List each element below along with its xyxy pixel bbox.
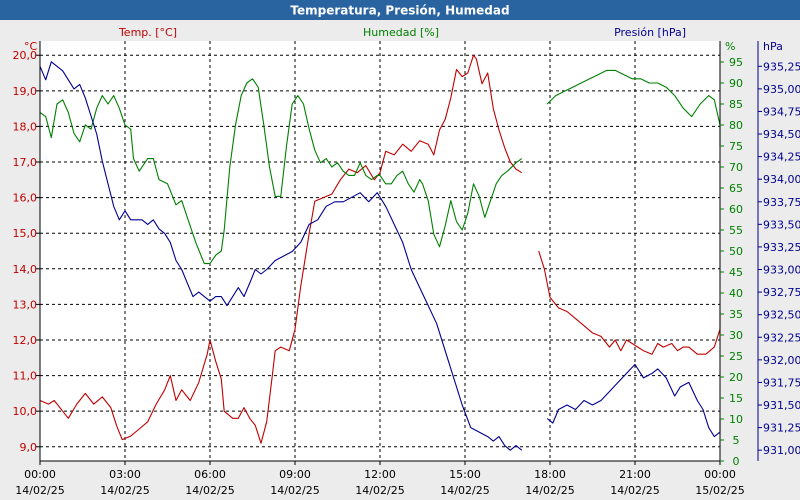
- temp-tick-label: 18,0: [13, 120, 38, 133]
- pres-tick-label: 934,00: [763, 173, 800, 186]
- pres-series-line: [546, 363, 721, 438]
- pres-tick-label: 935,00: [763, 83, 800, 96]
- ticks-layer: 00:00 14/02/25 03:00 14/02/25 06:00 14/02/25 0…: [13, 49, 800, 497]
- hum-tick-label: 75: [729, 140, 743, 153]
- x-tick-time-label: 03:00: [109, 468, 141, 481]
- x-tick-date-label: 14/02/25: [610, 484, 659, 497]
- hum-tick-label: 90: [729, 77, 743, 90]
- x-tick-time-label: 06:00: [194, 468, 226, 481]
- pres-tick-label: 934,25: [763, 151, 800, 164]
- hum-tick-label: 85: [729, 98, 743, 111]
- pres-unit-label: hPa: [763, 40, 783, 53]
- pres-tick-label: 934,75: [763, 105, 800, 118]
- grid-layer: [40, 41, 720, 461]
- temp-tick-label: 14,0: [13, 263, 38, 276]
- hum-tick-label: 95: [729, 56, 743, 69]
- pres-tick-label: 935,25: [763, 60, 800, 73]
- hum-tick-label: 10: [729, 413, 743, 426]
- temp-tick-label: 17,0: [13, 156, 38, 169]
- pres-tick-label: 931,50: [763, 399, 800, 412]
- hum-series-line: [39, 78, 523, 265]
- hum-unit-label: %: [725, 40, 735, 53]
- hum-axis-title: Humedad [%]: [363, 26, 439, 39]
- x-tick-time-label: 00:00: [24, 468, 56, 481]
- temp-tick-label: 10,0: [13, 405, 38, 418]
- pres-tick-label: 933,50: [763, 218, 800, 231]
- pres-axis-title: Presión [hPa]: [614, 26, 686, 39]
- pres-series-line: [39, 61, 523, 451]
- pres-tick-label: 934,50: [763, 128, 800, 141]
- x-tick-date-label: 14/02/25: [185, 484, 234, 497]
- hum-tick-label: 45: [729, 266, 743, 279]
- x-tick-date-label: 14/02/25: [100, 484, 149, 497]
- hum-tick-label: 50: [729, 245, 743, 258]
- x-tick-time-label: 09:00: [279, 468, 311, 481]
- hum-tick-label: 60: [729, 203, 743, 216]
- temp-unit-label: °C: [24, 40, 38, 53]
- temp-tick-label: 15,0: [13, 227, 38, 240]
- x-tick-date-label: 14/02/25: [525, 484, 574, 497]
- temp-series-line: [538, 250, 721, 355]
- x-tick-date-label: 14/02/25: [270, 484, 319, 497]
- x-tick-date-label: 15/02/25: [695, 484, 744, 497]
- x-tick-date-label: 14/02/25: [440, 484, 489, 497]
- hum-tick-label: 20: [729, 371, 743, 384]
- hum-tick-label: 65: [729, 182, 743, 195]
- temp-series-line: [39, 54, 522, 444]
- pres-tick-label: 932,00: [763, 354, 800, 367]
- x-tick-time-label: 12:00: [364, 468, 396, 481]
- x-tick-time-label: 18:00: [534, 468, 566, 481]
- temp-axis-title: Temp. [°C]: [118, 26, 177, 39]
- temp-tick-label: 19,0: [13, 85, 38, 98]
- series-layer: [39, 54, 721, 451]
- hum-tick-label: 5: [733, 434, 740, 447]
- temp-tick-label: 12,0: [13, 334, 38, 347]
- hum-tick-label: 35: [729, 308, 743, 321]
- pres-tick-label: 931,75: [763, 376, 800, 389]
- temp-tick-label: 16,0: [13, 192, 38, 205]
- hum-tick-label: 25: [729, 350, 743, 363]
- hum-tick-label: 0: [733, 455, 740, 468]
- pres-tick-label: 932,25: [763, 331, 800, 344]
- pres-tick-label: 933,75: [763, 196, 800, 209]
- x-tick-date-label: 14/02/25: [15, 484, 64, 497]
- hum-series-line: [546, 69, 721, 147]
- pres-tick-label: 931,25: [763, 422, 800, 435]
- pres-tick-label: 933,00: [763, 264, 800, 277]
- temp-tick-label: 11,0: [13, 370, 38, 383]
- pres-tick-label: 932,75: [763, 286, 800, 299]
- title-bar: [0, 0, 800, 20]
- chart-title: Temperatura, Presión, Humedad: [290, 4, 509, 18]
- hum-tick-label: 40: [729, 287, 743, 300]
- hum-tick-label: 80: [729, 119, 743, 132]
- pres-tick-label: 933,25: [763, 241, 800, 254]
- x-tick-time-label: 00:00: [704, 468, 736, 481]
- hum-tick-label: 70: [729, 161, 743, 174]
- hum-tick-label: 15: [729, 392, 743, 405]
- pres-tick-label: 931,00: [763, 444, 800, 457]
- temp-tick-label: 20,0: [13, 49, 38, 62]
- temp-tick-label: 13,0: [13, 298, 38, 311]
- x-tick-time-label: 15:00: [449, 468, 481, 481]
- x-tick-date-label: 14/02/25: [355, 484, 404, 497]
- hum-tick-label: 30: [729, 329, 743, 342]
- temp-tick-label: 9,0: [20, 441, 38, 454]
- hum-tick-label: 55: [729, 224, 743, 237]
- x-tick-time-label: 21:00: [619, 468, 651, 481]
- pres-tick-label: 932,50: [763, 309, 800, 322]
